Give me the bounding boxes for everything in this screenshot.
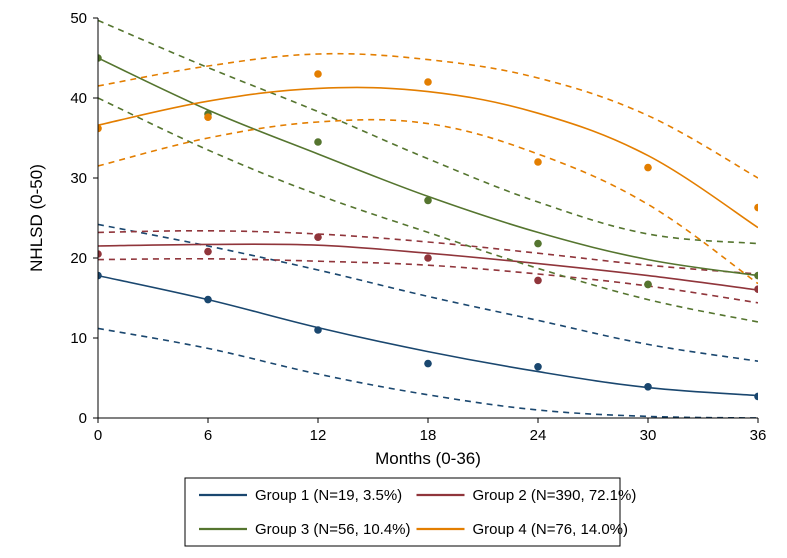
legend-label: Group 3 (N=56, 10.4%) <box>255 521 411 538</box>
series-2-marker <box>204 248 212 256</box>
x-tick-label: 18 <box>420 427 437 444</box>
x-tick-label: 0 <box>94 427 102 444</box>
y-tick-label: 40 <box>70 90 87 107</box>
series-3-marker <box>424 197 432 205</box>
series-1-marker <box>534 363 542 371</box>
series-2-marker <box>534 277 542 285</box>
series-3-marker <box>314 138 322 146</box>
series-3-marker <box>534 240 542 248</box>
series-1-marker <box>644 383 652 391</box>
x-tick-label: 36 <box>750 427 767 444</box>
series-1-marker <box>424 360 432 368</box>
legend-label: Group 4 (N=76, 14.0%) <box>473 521 629 538</box>
y-tick-label: 10 <box>70 330 87 347</box>
series-3-marker <box>644 281 652 289</box>
series-2-marker <box>424 254 432 262</box>
series-4-marker <box>534 158 542 166</box>
series-1-marker <box>204 296 212 304</box>
series-4-marker <box>644 164 652 172</box>
y-tick-label: 20 <box>70 250 87 267</box>
legend-label: Group 1 (N=19, 3.5%) <box>255 487 402 504</box>
y-tick-label: 0 <box>79 410 87 427</box>
y-tick-label: 30 <box>70 170 87 187</box>
series-1-marker <box>314 326 322 334</box>
x-tick-label: 24 <box>530 427 547 444</box>
legend: Group 1 (N=19, 3.5%) Group 2 (N=390, 72.1… <box>185 478 636 546</box>
x-tick-label: 12 <box>310 427 327 444</box>
y-tick-label: 50 <box>70 10 87 27</box>
x-tick-label: 30 <box>640 427 657 444</box>
x-tick-label: 6 <box>204 427 212 444</box>
x-axis-label: Months (0-36) <box>375 449 481 468</box>
series-4-marker <box>204 113 212 121</box>
series-4-marker <box>424 78 432 86</box>
line-chart: 0 6 12 18 24 30 36 0 10 20 30 40 50 Months (0-36) NHLS… <box>0 0 787 558</box>
y-axis-label: NHLSD (0-50) <box>27 164 46 272</box>
series-4-marker <box>314 70 322 78</box>
legend-label: Group 2 (N=390, 72.1%) <box>473 487 637 504</box>
series-2-marker <box>314 233 322 241</box>
